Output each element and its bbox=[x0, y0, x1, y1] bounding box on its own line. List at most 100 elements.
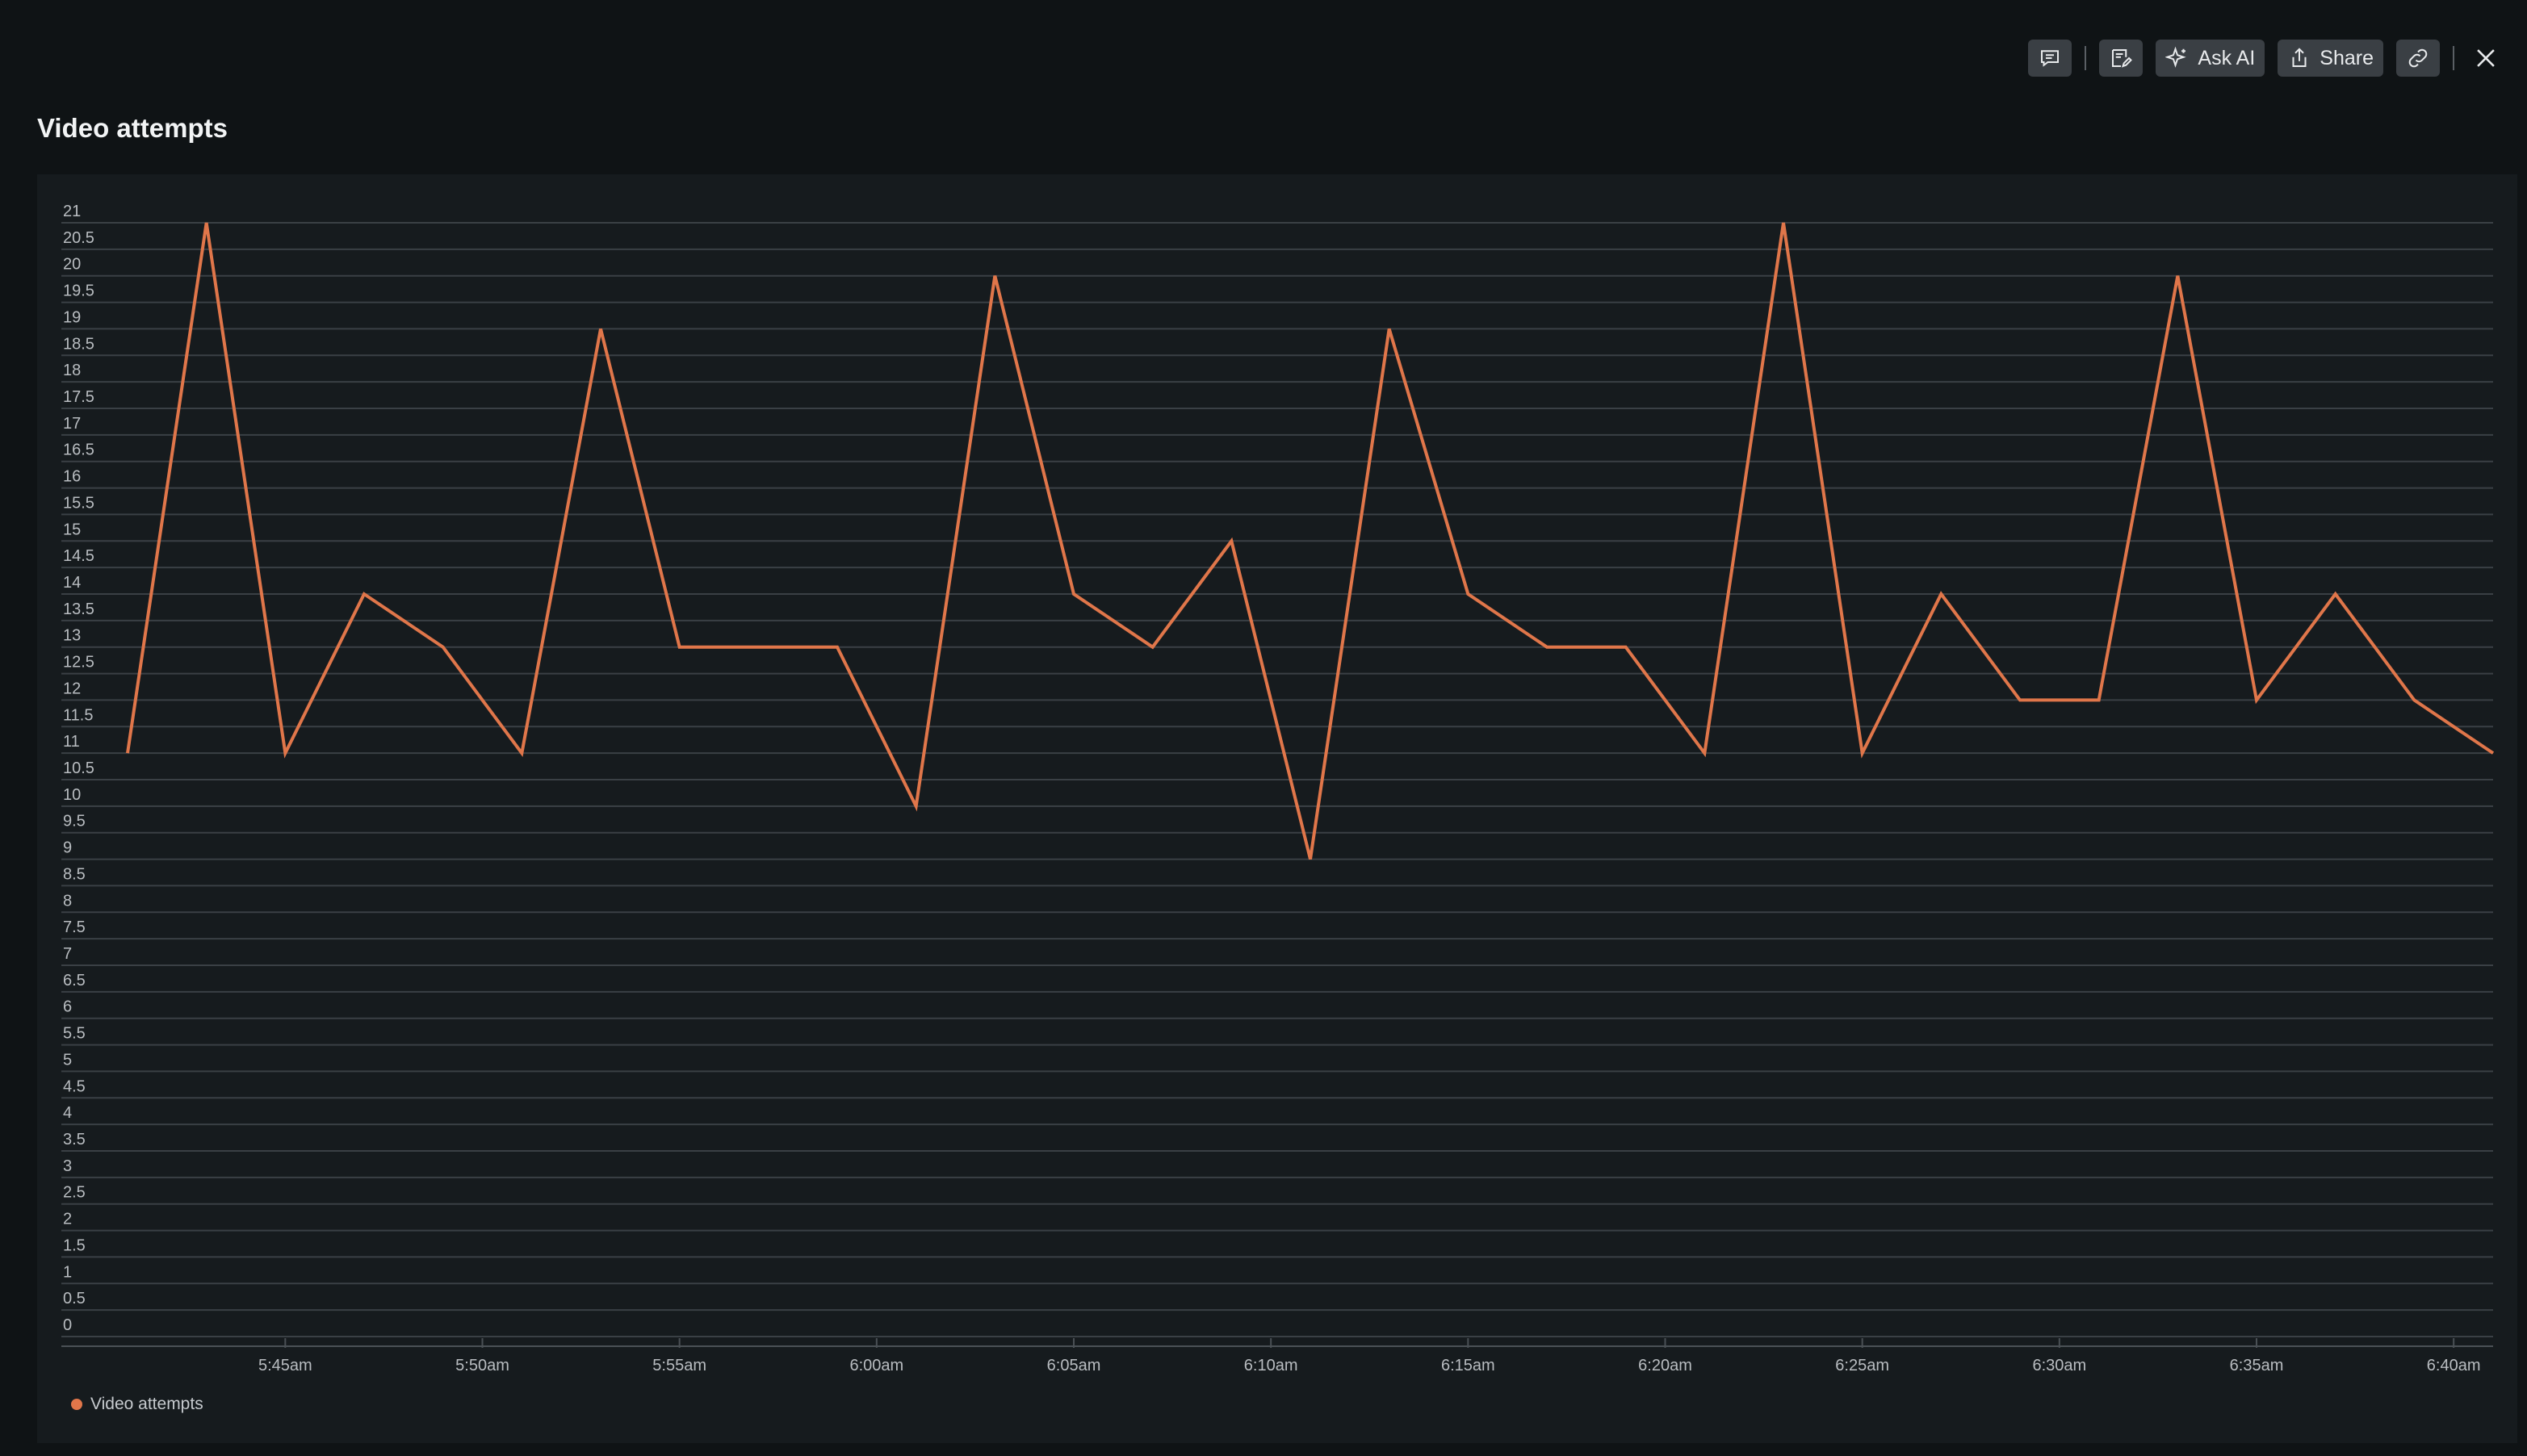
y-tick-label: 20 bbox=[63, 256, 81, 274]
data-point[interactable] bbox=[2331, 589, 2341, 599]
y-tick-label: 15.5 bbox=[63, 494, 94, 512]
data-point[interactable] bbox=[1542, 642, 1552, 652]
data-point[interactable] bbox=[832, 642, 842, 652]
edit-note-icon bbox=[2112, 49, 2133, 68]
data-point[interactable] bbox=[2173, 271, 2182, 281]
y-tick-label: 12 bbox=[63, 680, 81, 697]
data-point[interactable] bbox=[1699, 748, 1709, 758]
x-tick-label: 6:00am bbox=[849, 1357, 903, 1374]
data-point[interactable] bbox=[1385, 324, 1394, 333]
data-point[interactable] bbox=[1779, 218, 1788, 228]
comment-icon bbox=[2041, 50, 2060, 67]
x-tick-label: 6:35am bbox=[2230, 1357, 2284, 1374]
data-point[interactable] bbox=[1858, 748, 1867, 758]
data-point[interactable] bbox=[2409, 695, 2419, 705]
x-tick-label: 6:30am bbox=[2032, 1357, 2086, 1374]
y-tick-label: 5 bbox=[63, 1051, 72, 1069]
y-tick-label: 11.5 bbox=[63, 706, 93, 724]
x-tick-label: 5:50am bbox=[455, 1357, 509, 1374]
y-tick-label: 8 bbox=[63, 892, 72, 910]
data-point[interactable] bbox=[1463, 589, 1473, 599]
x-tick-label: 6:10am bbox=[1244, 1357, 1298, 1374]
y-tick-label: 6 bbox=[63, 998, 72, 1016]
y-tick-label: 9 bbox=[63, 839, 72, 857]
ask-ai-label: Ask AI bbox=[2198, 46, 2256, 69]
data-point[interactable] bbox=[2015, 695, 2025, 705]
y-tick-label: 16 bbox=[63, 468, 81, 486]
y-tick-label: 19 bbox=[63, 308, 81, 326]
toolbar: Ask AI Share bbox=[2028, 39, 2504, 77]
data-point[interactable] bbox=[1148, 642, 1158, 652]
y-tick-label: 11 bbox=[63, 733, 80, 751]
y-tick-label: 3.5 bbox=[63, 1131, 86, 1148]
data-point[interactable] bbox=[438, 642, 448, 652]
series-line-video-attempts[interactable] bbox=[126, 222, 2495, 860]
y-tick-label: 3 bbox=[63, 1157, 72, 1175]
y-tick-label: 18.5 bbox=[63, 335, 94, 353]
data-point[interactable] bbox=[359, 589, 369, 599]
data-point[interactable] bbox=[1226, 536, 1236, 546]
line-chart: 00.511.522.533.544.555.566.577.588.599.5… bbox=[61, 203, 2498, 1374]
data-point[interactable] bbox=[753, 642, 763, 652]
data-point[interactable] bbox=[990, 271, 999, 281]
data-point[interactable] bbox=[911, 801, 921, 811]
data-point[interactable] bbox=[280, 748, 290, 758]
x-tick-label: 6:40am bbox=[2427, 1357, 2481, 1374]
y-tick-label: 9.5 bbox=[63, 813, 86, 831]
data-point[interactable] bbox=[2252, 695, 2261, 705]
sparkle-icon bbox=[2165, 46, 2187, 68]
edit-button[interactable] bbox=[2099, 40, 2144, 77]
toolbar-divider bbox=[2453, 46, 2454, 70]
legend-swatch bbox=[71, 1399, 82, 1410]
page-title: Video attempts bbox=[37, 113, 228, 143]
x-tick-label: 6:05am bbox=[1047, 1357, 1101, 1374]
data-point[interactable] bbox=[2488, 748, 2498, 758]
data-point[interactable] bbox=[1305, 855, 1315, 864]
y-tick-label: 6.5 bbox=[63, 972, 86, 989]
y-tick-label: 4 bbox=[63, 1104, 72, 1122]
close-icon bbox=[2477, 49, 2495, 67]
legend[interactable]: Video attempts bbox=[71, 1395, 203, 1414]
data-point[interactable] bbox=[517, 748, 526, 758]
data-point[interactable] bbox=[675, 642, 685, 652]
y-tick-label: 19.5 bbox=[63, 282, 94, 300]
y-tick-label: 15 bbox=[63, 521, 81, 538]
toolbar-divider bbox=[2085, 46, 2087, 70]
comment-button[interactable] bbox=[2028, 40, 2072, 77]
x-tick-label: 6:15am bbox=[1441, 1357, 1495, 1374]
y-tick-label: 2.5 bbox=[63, 1184, 86, 1202]
data-point[interactable] bbox=[2094, 695, 2104, 705]
y-tick-label: 1.5 bbox=[63, 1236, 86, 1254]
y-tick-label: 13 bbox=[63, 627, 81, 645]
share-icon bbox=[2292, 48, 2307, 67]
x-tick-label: 5:55am bbox=[652, 1357, 706, 1374]
ask-ai-button[interactable]: Ask AI bbox=[2156, 40, 2265, 77]
y-tick-label: 7.5 bbox=[63, 918, 86, 936]
data-point[interactable] bbox=[1069, 589, 1079, 599]
y-tick-label: 17 bbox=[63, 415, 81, 433]
y-tick-label: 12.5 bbox=[63, 654, 94, 672]
y-tick-label: 21 bbox=[63, 203, 81, 220]
y-tick-label: 1 bbox=[63, 1263, 72, 1281]
y-tick-label: 16.5 bbox=[63, 441, 94, 459]
close-button[interactable] bbox=[2467, 40, 2504, 77]
data-point[interactable] bbox=[596, 324, 606, 333]
share-button[interactable]: Share bbox=[2278, 40, 2383, 77]
data-point[interactable] bbox=[202, 218, 212, 228]
y-tick-label: 14 bbox=[63, 574, 81, 592]
y-tick-label: 0 bbox=[63, 1316, 72, 1334]
data-point[interactable] bbox=[123, 748, 132, 758]
data-point[interactable] bbox=[1936, 589, 1946, 599]
y-tick-label: 2 bbox=[63, 1211, 72, 1228]
data-point[interactable] bbox=[1621, 642, 1631, 652]
legend-label: Video attempts bbox=[90, 1395, 203, 1413]
x-tick-label: 6:25am bbox=[1835, 1357, 1889, 1374]
y-tick-label: 10.5 bbox=[63, 759, 94, 777]
y-tick-label: 13.5 bbox=[63, 600, 94, 618]
link-icon bbox=[2408, 48, 2428, 68]
y-tick-label: 14.5 bbox=[63, 547, 94, 565]
y-tick-label: 5.5 bbox=[63, 1025, 86, 1043]
y-tick-label: 8.5 bbox=[63, 865, 86, 883]
copy-link-button[interactable] bbox=[2396, 40, 2440, 77]
y-tick-label: 10 bbox=[63, 786, 81, 804]
